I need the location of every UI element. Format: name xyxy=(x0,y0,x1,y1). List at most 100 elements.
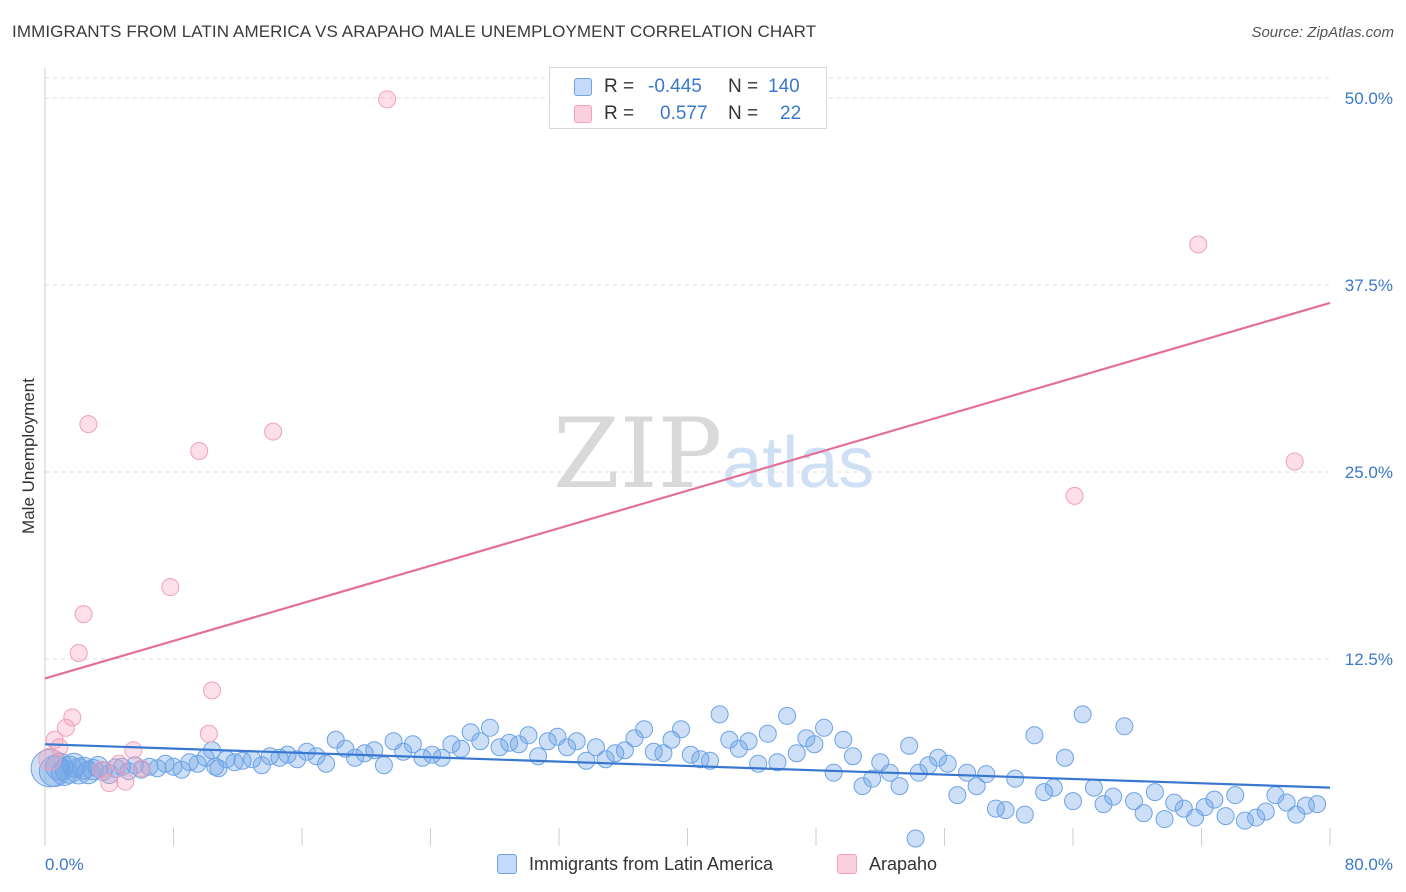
latin-america-point xyxy=(336,739,355,758)
arapaho-point xyxy=(1189,235,1208,254)
legend-row-latin-america: R = -0.445 N = 140 xyxy=(574,75,800,99)
y-tick-label: 37.5% xyxy=(1345,276,1393,295)
y-axis-label: Male Unemployment xyxy=(19,378,38,534)
bottom-legend-latin-america: Immigrants from Latin America xyxy=(497,852,773,876)
latin-america-point xyxy=(1216,807,1235,826)
latin-america-point xyxy=(326,730,345,749)
y-tick-label: 25.0% xyxy=(1345,463,1393,482)
series-latin-america-points xyxy=(30,705,1327,848)
latin-america-point xyxy=(929,748,948,767)
legend-n-label: N = xyxy=(728,103,759,124)
latin-america-point xyxy=(1205,790,1224,809)
trend-lines xyxy=(44,301,1331,789)
arapaho-point xyxy=(199,724,218,743)
arapaho-point xyxy=(190,442,209,461)
latin-america-point xyxy=(1247,808,1266,827)
latin-america-point xyxy=(1064,792,1082,811)
latin-america-point xyxy=(710,705,729,724)
arapaho-point xyxy=(1285,452,1304,471)
latin-america-point xyxy=(900,736,919,755)
latin-america-point xyxy=(778,706,797,725)
arapaho-point xyxy=(378,90,397,109)
latin-america-point xyxy=(519,726,538,745)
latin-america-point xyxy=(1044,778,1063,797)
latin-america-point xyxy=(374,756,393,775)
series-arapaho-points xyxy=(38,90,1304,793)
latin-america-point xyxy=(1134,804,1153,823)
latin-america-point xyxy=(615,741,634,760)
latin-america-point xyxy=(957,763,976,782)
latin-america-point xyxy=(480,718,499,737)
latin-america-point xyxy=(853,777,872,796)
latin-america-point xyxy=(1125,792,1144,811)
latin-america-point xyxy=(206,757,225,776)
arapaho-point xyxy=(69,643,88,662)
latin-america-point xyxy=(938,754,957,773)
x-tick-label: 0.0% xyxy=(45,855,84,874)
latin-america-point xyxy=(996,801,1015,820)
latin-america-point xyxy=(113,757,132,776)
arapaho-point xyxy=(109,754,128,773)
latin-america-point xyxy=(1287,805,1306,824)
latin-america-point xyxy=(1015,805,1034,824)
latin-america-point xyxy=(1277,793,1296,812)
x-tick-label: 80.0% xyxy=(1345,855,1393,874)
y-tick-label: 50.0% xyxy=(1345,89,1393,108)
latin-america-point xyxy=(625,729,644,748)
latin-america-point xyxy=(1226,786,1245,805)
latin-america-point xyxy=(729,739,748,758)
latin-america-point xyxy=(1094,795,1113,814)
arapaho-point xyxy=(92,760,111,779)
legend-swatch-pink xyxy=(574,105,592,123)
y-tick-label: 12.5% xyxy=(1345,650,1393,669)
latin-america-point xyxy=(834,730,853,749)
latin-america-point xyxy=(471,732,490,751)
legend-swatch-blue xyxy=(574,78,592,96)
latin-america-point xyxy=(1235,811,1254,830)
latin-america-point xyxy=(1055,748,1074,767)
latin-america-point xyxy=(490,738,509,757)
correlation-legend: R = -0.445 N = 140 R = 0.577 N = 22 xyxy=(549,67,827,129)
arapaho-point xyxy=(203,681,222,700)
bottom-legend-arapaho: Arapaho xyxy=(837,852,937,876)
legend-n-value: 22 xyxy=(780,103,802,124)
arapaho-point xyxy=(74,605,93,624)
latin-america-point xyxy=(768,753,787,772)
watermark-atlas: atlas xyxy=(722,423,875,503)
latin-america-point xyxy=(700,751,719,770)
legend-n-value: 140 xyxy=(768,76,800,97)
latin-america-point xyxy=(1256,802,1275,821)
latin-america-point xyxy=(606,744,625,763)
latin-america-point xyxy=(500,733,519,752)
axes xyxy=(44,68,1331,846)
arapaho-point xyxy=(38,747,62,771)
legend-r-value: 0.577 xyxy=(660,103,708,124)
latin-america-point xyxy=(1308,795,1327,814)
latin-america-point xyxy=(644,742,663,761)
latin-america-point xyxy=(805,735,824,754)
latin-america-point xyxy=(317,754,336,773)
watermark: ZIPatlas xyxy=(553,398,874,510)
latin-america-point xyxy=(1145,783,1164,802)
tick-labels: 12.5% 25.0% 37.5% 50.0% 0.0% 80.0% xyxy=(45,89,1393,874)
latin-america-point xyxy=(509,735,528,754)
latin-america-point xyxy=(577,751,596,770)
bottom-legend-label: Arapaho xyxy=(869,853,938,874)
latin-america-point xyxy=(538,732,557,751)
latin-america-point xyxy=(1084,778,1103,797)
latin-america-point xyxy=(355,744,374,763)
latin-america-point xyxy=(863,769,882,788)
arapaho-point xyxy=(100,774,119,793)
latin-america-point xyxy=(986,799,1005,818)
latin-america-point xyxy=(672,720,691,739)
latin-america-point xyxy=(720,730,739,749)
arapaho-trend-line xyxy=(44,301,1331,680)
latin-america-point xyxy=(1104,787,1123,806)
latin-america-point xyxy=(635,720,654,739)
arapaho-point xyxy=(63,708,82,727)
latin-america-trend-line xyxy=(44,743,1331,789)
arapaho-point xyxy=(161,578,180,597)
latin-america-point xyxy=(843,747,862,766)
latin-america-point xyxy=(758,724,777,743)
latin-america-point xyxy=(403,735,422,754)
